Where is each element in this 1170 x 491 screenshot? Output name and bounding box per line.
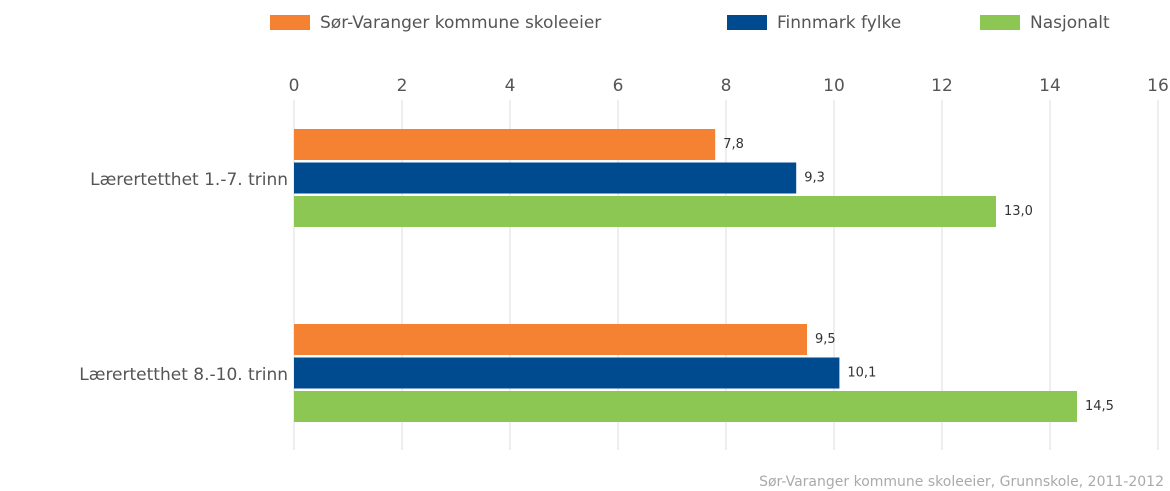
value-label: 7,8 <box>723 137 744 152</box>
x-tick-label: 4 <box>505 76 516 96</box>
legend-swatch <box>270 15 310 30</box>
x-tick-label: 2 <box>397 76 408 96</box>
y-tick-label: Lærertetthet 1.-7. trinn <box>90 170 288 190</box>
legend-swatch <box>980 15 1020 30</box>
value-label: 9,3 <box>804 171 825 186</box>
x-tick-label: 16 <box>1147 76 1169 96</box>
x-tick-label: 6 <box>613 76 624 96</box>
bar <box>294 391 1077 422</box>
value-label: 10,1 <box>847 366 876 381</box>
x-tick-label: 12 <box>931 76 953 96</box>
bar <box>294 324 807 355</box>
legend-label: Sør-Varanger kommune skoleeier <box>320 13 601 33</box>
bar <box>294 162 797 194</box>
legend-label: Finnmark fylke <box>777 13 901 33</box>
x-tick-label: 0 <box>289 76 300 96</box>
bar <box>294 129 716 160</box>
bar <box>294 357 840 389</box>
value-label: 14,5 <box>1085 399 1114 414</box>
legend-swatch <box>727 15 767 30</box>
legend-label: Nasjonalt <box>1030 13 1110 33</box>
y-tick-label: Lærertetthet 8.-10. trinn <box>79 365 288 385</box>
source: Sør-Varanger kommune skoleeier, Grunnsko… <box>759 474 1164 490</box>
x-tick-label: 10 <box>823 76 845 96</box>
x-tick-label: 8 <box>721 76 732 96</box>
bar <box>294 196 996 227</box>
x-tick-label: 14 <box>1039 76 1061 96</box>
value-label: 9,5 <box>815 332 836 347</box>
value-label: 13,0 <box>1004 204 1033 219</box>
